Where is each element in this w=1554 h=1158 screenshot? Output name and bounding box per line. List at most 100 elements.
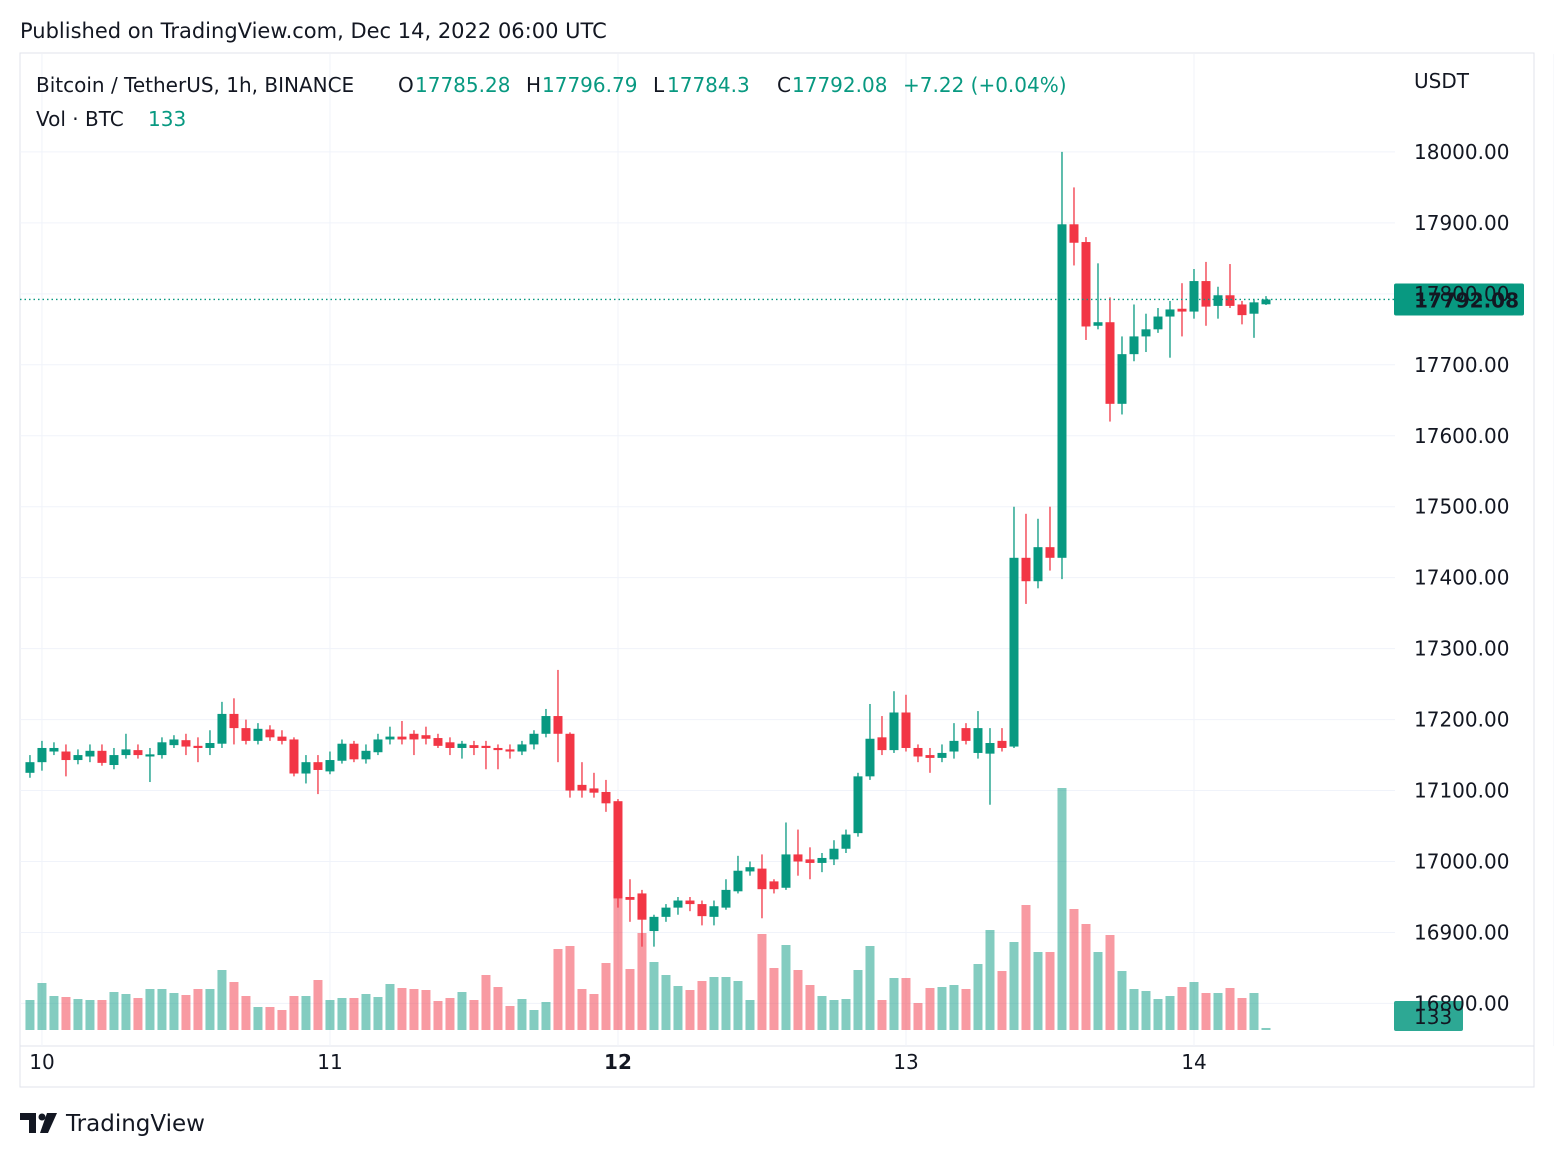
symbol-title: Bitcoin / TetherUS, 1h, BINANCE <box>36 73 354 97</box>
volume-bar <box>781 945 791 1030</box>
y-tick-label: 17400.00 <box>1414 566 1509 590</box>
candle-body <box>133 750 143 756</box>
volume-bar <box>841 999 851 1030</box>
volume-bar <box>745 1000 755 1030</box>
volume-bar <box>49 996 59 1030</box>
brand-name: TradingView <box>65 1111 205 1137</box>
candle-body <box>565 733 575 791</box>
volume-bar <box>313 980 323 1030</box>
volume-bar <box>361 994 371 1030</box>
candle-body <box>229 713 239 729</box>
candle-pane <box>25 151 1271 947</box>
x-tick-label: 15:00 <box>1525 1050 1554 1074</box>
candle-body <box>973 728 983 753</box>
candle-body <box>145 754 155 757</box>
volume-bar <box>1081 924 1091 1030</box>
candle-body <box>625 896 635 900</box>
volume-bar <box>805 985 815 1030</box>
candle-body <box>577 784 587 791</box>
candle-body <box>541 716 551 734</box>
candle-body <box>721 889 731 908</box>
candle-body <box>553 716 563 734</box>
volume-bar <box>61 997 71 1030</box>
volume-bar <box>1177 987 1187 1030</box>
ohlc-key: O <box>398 73 414 97</box>
volume-bar <box>1009 942 1019 1030</box>
y-tick-label: 16800.00 <box>1414 991 1509 1015</box>
candle-body <box>841 834 851 849</box>
candle-body <box>397 736 407 740</box>
volume-bar <box>529 1010 539 1030</box>
candle-body <box>97 750 107 763</box>
candle-body <box>1177 308 1187 312</box>
volume-bar <box>349 998 359 1030</box>
change-value: +7.22 (+0.04%) <box>903 73 1067 97</box>
candle-body <box>901 712 911 748</box>
candle-body <box>1081 242 1091 327</box>
logo-mark <box>40 1113 57 1133</box>
candle-body <box>937 752 947 758</box>
candle-body <box>37 747 47 763</box>
y-tick-label: 18000.00 <box>1414 140 1509 164</box>
price-axis: USDT 16800.00 16900.00 17000.00 17100.00 172… <box>1414 69 1509 1015</box>
volume-bar <box>589 994 599 1030</box>
candle-body <box>85 750 95 757</box>
candle-body <box>1021 557 1031 582</box>
volume-bar <box>685 990 695 1030</box>
overlay: 17792.08 133 <box>20 283 1524 1031</box>
candle-body <box>1129 336 1139 355</box>
axis-unit: USDT <box>1414 69 1470 93</box>
candle-body <box>1213 295 1223 306</box>
volume-bar <box>1237 998 1247 1030</box>
volume-bar <box>709 977 719 1030</box>
volume-bar <box>325 1000 335 1030</box>
legend: Bitcoin / TetherUS, 1h, BINANCE O 17785.… <box>36 73 1067 131</box>
candle-body <box>157 742 167 756</box>
volume-bar <box>985 930 995 1030</box>
candle-body <box>373 739 383 753</box>
candle-body <box>1201 281 1211 307</box>
candle-body <box>1153 316 1163 330</box>
last-price-tag <box>1394 283 1524 316</box>
volume-bar <box>241 996 251 1030</box>
candle-body <box>853 776 863 834</box>
candle-body <box>61 751 71 761</box>
volume-bar <box>565 946 575 1030</box>
candle-body <box>985 743 995 754</box>
candle-body <box>1261 299 1271 305</box>
candle-body <box>169 739 179 746</box>
volume-bar <box>265 1007 275 1030</box>
y-tick-label: 17900.00 <box>1414 211 1509 235</box>
y-tick-label: 17300.00 <box>1414 637 1509 661</box>
candle-body <box>1069 224 1079 243</box>
volume-bar <box>541 1002 551 1030</box>
volume-bar <box>169 993 179 1030</box>
volume-bar <box>937 987 947 1030</box>
candle-body <box>433 738 443 746</box>
candle-body <box>49 747 59 752</box>
volume-bar <box>181 995 191 1030</box>
candle-body <box>385 736 395 740</box>
candle-body <box>289 739 299 774</box>
volume-pane <box>25 788 1271 1030</box>
candle-body <box>925 755 935 758</box>
candle-body <box>949 740 959 752</box>
candle-body <box>589 788 599 793</box>
candle-body <box>445 742 455 748</box>
volume-bar <box>901 978 911 1030</box>
candle-body <box>421 735 431 739</box>
candle-body <box>361 750 371 760</box>
volume-bar <box>301 996 311 1030</box>
candle-body <box>865 738 875 777</box>
volume-bar <box>961 989 971 1030</box>
y-tick-label: 17200.00 <box>1414 708 1509 732</box>
volume-bar <box>1153 999 1163 1030</box>
volume-bar <box>229 982 239 1030</box>
candle-body <box>313 762 323 770</box>
volume-bar <box>1249 993 1259 1030</box>
volume-bar <box>481 975 491 1030</box>
candle-body <box>661 907 671 917</box>
candle-body <box>529 733 539 745</box>
candle-body <box>325 760 335 772</box>
ohlc-key: C <box>777 73 791 97</box>
